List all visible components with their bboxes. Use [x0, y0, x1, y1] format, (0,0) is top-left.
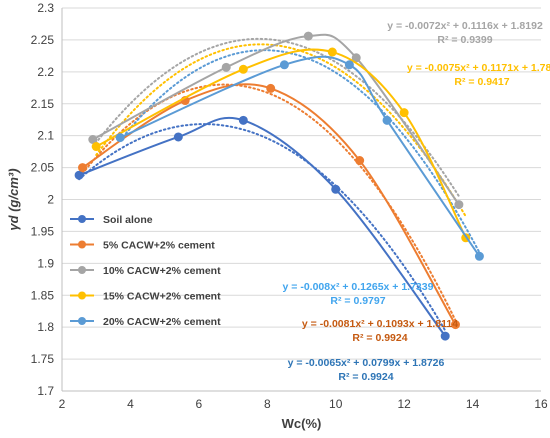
trend-equation-text: y = -0.0065x² + 0.0799x + 1.8726 [288, 357, 445, 369]
legend-label: Soil alone [103, 214, 153, 226]
series-line-0 [78, 116, 447, 337]
y-tick-label: 1.9 [37, 256, 54, 270]
y-axis-title: γd (g/cm³) [6, 168, 21, 230]
data-point [279, 60, 289, 70]
data-point [88, 134, 98, 144]
data-point [331, 184, 341, 194]
data-point [474, 251, 484, 261]
y-tick-label: 2.05 [31, 161, 55, 175]
legend-item: 5% CACW+2% cement [70, 240, 215, 252]
trend-equation-3: y = -0.0075x² + 0.1171x + 1.786 R² = 0.94… [407, 62, 550, 88]
series-4 [115, 55, 484, 261]
legend-label: 10% CACW+2% cement [103, 265, 221, 277]
r-squared-text: R² = 0.9797 [330, 295, 385, 307]
data-point [173, 132, 183, 142]
legend-swatch-marker [78, 266, 86, 274]
data-point [74, 170, 84, 180]
data-point [355, 156, 365, 166]
series-1 [78, 83, 460, 330]
legend-swatch-marker [78, 291, 86, 300]
y-tick-label: 2.15 [31, 97, 55, 111]
trend-equation-text: y = -0.008x² + 0.1265x + 1.7339 [283, 281, 434, 293]
trendline-series-4 [119, 49, 481, 254]
x-tick-label: 6 [196, 397, 203, 411]
data-point [399, 108, 409, 118]
data-point [266, 83, 276, 93]
legend-item: Soil alone [70, 214, 153, 226]
legend-item: 15% CACW+2% cement [70, 291, 221, 303]
data-point [327, 47, 337, 57]
legend-label: 5% CACW+2% cement [103, 240, 215, 252]
y-tick-label: 1.75 [31, 352, 55, 366]
y-tick-labels: 1.7 1.75 1.8 1.85 1.9 1.95 2 2.05 2.1 2.15 2.2 2.25… [31, 1, 55, 398]
x-tick-label: 16 [534, 397, 548, 411]
trend-equations: y = -0.0065x² + 0.0799x + 1.8726 R² = 0.9… [283, 20, 550, 383]
y-tick-label: 2.2 [37, 65, 54, 79]
x-tick-label: 2 [59, 397, 66, 411]
series-2 [88, 31, 464, 210]
y-tick-label: 2.3 [37, 1, 54, 15]
y-tick-label: 1.8 [37, 320, 54, 334]
legend-label: 20% CACW+2% cement [103, 316, 221, 328]
y-tick-label: 1.95 [31, 224, 55, 238]
legend-swatch-marker [78, 317, 86, 325]
data-point [440, 331, 450, 341]
data-point [344, 60, 354, 70]
trend-equation-2: y = -0.0072x² + 0.1116x + 1.8192 R² = 0.9… [387, 20, 543, 46]
trend-equation-0: y = -0.0065x² + 0.0799x + 1.8726 R² = 0.9… [288, 357, 445, 383]
series-line-2 [92, 33, 460, 206]
legend-swatch-marker [78, 215, 86, 223]
data-point [238, 64, 248, 74]
trend-equation-text: y = -0.0081x² + 0.1093x + 1.8114 [302, 318, 458, 330]
trend-equation-text: y = -0.0075x² + 0.1171x + 1.786 [407, 62, 550, 74]
trendline-series-3 [95, 43, 467, 218]
r-squared-text: R² = 0.9924 [352, 332, 407, 344]
x-tick-label: 10 [329, 397, 343, 411]
x-tick-label: 14 [466, 397, 480, 411]
data-point [450, 320, 460, 330]
data-point [91, 142, 101, 152]
y-tick-label: 1.85 [31, 288, 55, 302]
gridlines [62, 7, 541, 392]
data-point [303, 31, 313, 41]
legend-swatch-marker [78, 240, 86, 249]
x-tick-labels: 2 4 6 8 10 12 14 16 [59, 397, 548, 411]
data-point [454, 200, 464, 210]
r-squared-text: R² = 0.9399 [437, 34, 492, 46]
data-point [78, 163, 88, 173]
data-point [115, 133, 125, 143]
y-tick-label: 1.7 [37, 384, 54, 398]
y-tick-label: 2.25 [31, 33, 55, 47]
x-axis-title: Wc(%) [282, 416, 322, 431]
trend-equation-1: y = -0.0081x² + 0.1093x + 1.8114 R² = 0.9… [302, 318, 458, 344]
legend-label: 15% CACW+2% cement [103, 291, 221, 303]
data-point [351, 53, 361, 63]
r-squared-text: R² = 0.9417 [454, 76, 509, 88]
series-0 [74, 115, 450, 341]
trend-equation-4: y = -0.008x² + 0.1265x + 1.7339 R² = 0.97… [283, 281, 434, 307]
data-point [382, 115, 392, 125]
r-squared-text: R² = 0.9924 [338, 371, 393, 383]
trend-equation-text: y = -0.0072x² + 0.1116x + 1.8192 [387, 20, 543, 32]
y-tick-label: 2 [47, 193, 54, 207]
legend-item: 10% CACW+2% cement [70, 265, 221, 277]
data-point [238, 115, 248, 125]
data-point [221, 62, 231, 72]
x-tick-label: 8 [264, 397, 271, 411]
legend: Soil alone 5% CACW+2% cement 10% CACW+2% c… [70, 214, 221, 328]
x-tick-label: 4 [127, 397, 134, 411]
x-tick-label: 12 [397, 397, 411, 411]
legend-item: 20% CACW+2% cement [70, 316, 221, 328]
y-tick-label: 2.1 [37, 129, 54, 143]
trendline-series-0 [78, 123, 447, 332]
